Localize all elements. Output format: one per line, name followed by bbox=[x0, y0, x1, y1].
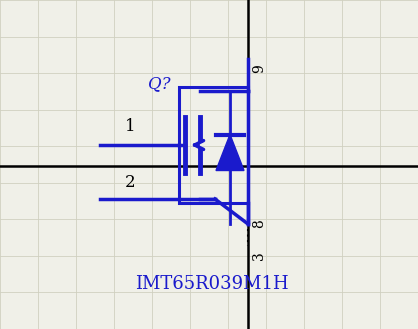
Bar bbox=[179, 87, 248, 203]
Text: IMT65R039M1H: IMT65R039M1H bbox=[135, 275, 288, 293]
Text: 9: 9 bbox=[252, 64, 266, 73]
Text: 3: 3 bbox=[252, 252, 266, 260]
Polygon shape bbox=[216, 135, 244, 170]
Text: 2: 2 bbox=[125, 174, 135, 191]
Text: 8: 8 bbox=[252, 220, 266, 228]
Text: 1: 1 bbox=[125, 118, 135, 135]
Text: Q?: Q? bbox=[148, 75, 171, 92]
